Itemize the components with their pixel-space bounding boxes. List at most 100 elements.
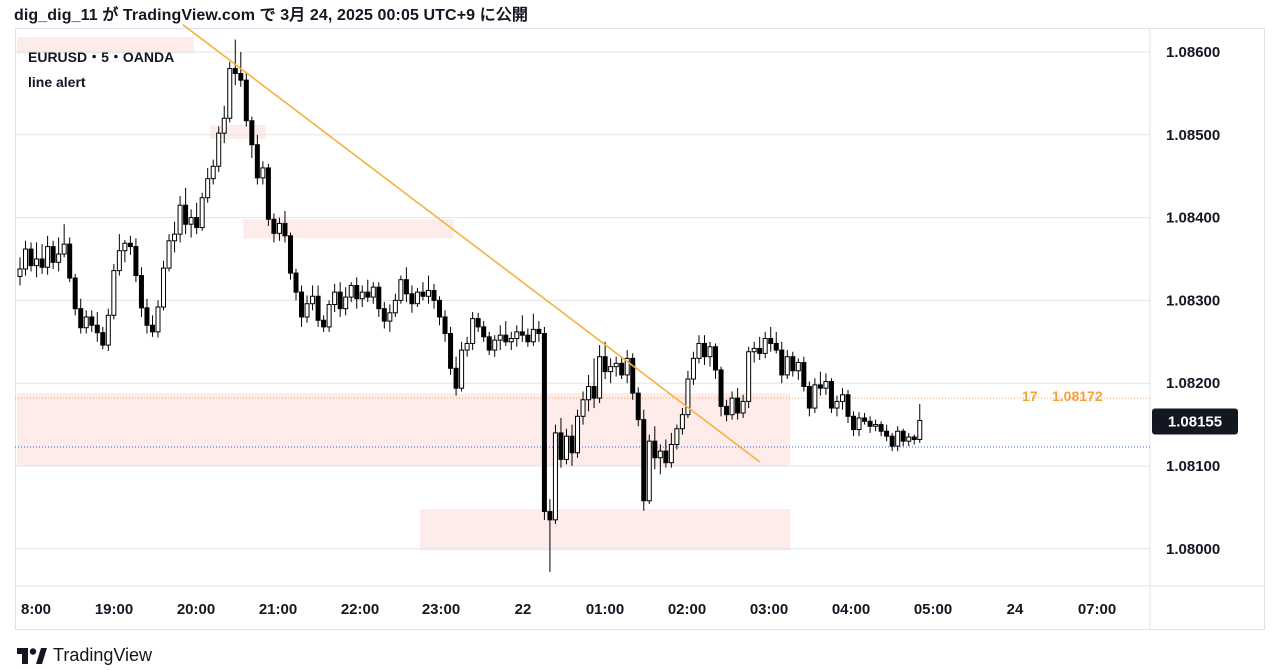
candle-body-up bbox=[188, 217, 194, 225]
tradingview-footer[interactable]: TradingView bbox=[17, 645, 152, 666]
candle bbox=[183, 187, 189, 235]
candle bbox=[409, 285, 415, 313]
candle bbox=[536, 321, 542, 342]
candle-body-down bbox=[337, 291, 343, 310]
y-tick-label: 1.08000 bbox=[1166, 541, 1220, 558]
candle bbox=[210, 159, 216, 185]
candle-body-down bbox=[94, 324, 100, 334]
candle bbox=[39, 244, 45, 274]
candle-body-down bbox=[299, 291, 305, 318]
candle-body-up bbox=[895, 430, 901, 447]
candle-body-down bbox=[365, 291, 371, 298]
candle bbox=[497, 325, 503, 351]
candle-body-down bbox=[72, 277, 78, 310]
candle bbox=[779, 341, 785, 384]
candle bbox=[514, 325, 520, 347]
candle-body-up bbox=[155, 306, 161, 333]
candle-body-down bbox=[249, 120, 255, 146]
candle bbox=[227, 61, 233, 123]
trendline[interactable] bbox=[182, 24, 761, 463]
candle-body-down bbox=[144, 307, 150, 326]
candle bbox=[685, 370, 691, 418]
candle-body-up bbox=[398, 279, 404, 301]
candle-body-up bbox=[795, 362, 801, 372]
candle bbox=[299, 285, 305, 327]
candle-body-up bbox=[762, 337, 768, 354]
candle-body-up bbox=[470, 318, 476, 344]
x-tick-label: 19:00 bbox=[95, 601, 133, 618]
candle-body-up bbox=[508, 337, 514, 343]
candle-body-down bbox=[851, 415, 857, 431]
candle bbox=[608, 358, 614, 384]
candle-body-up bbox=[83, 316, 89, 329]
candle bbox=[326, 300, 332, 332]
candle bbox=[757, 336, 763, 361]
candle-body-up bbox=[205, 178, 211, 199]
candle-body-down bbox=[354, 284, 360, 300]
brand-name: TradingView bbox=[53, 645, 153, 665]
symbol-info[interactable]: EURUSD・5・OANDA bbox=[28, 49, 175, 65]
candle bbox=[56, 237, 62, 272]
candle bbox=[166, 234, 172, 272]
candle-body-up bbox=[34, 258, 40, 267]
candle bbox=[690, 351, 696, 385]
candle bbox=[127, 235, 133, 255]
candle bbox=[619, 358, 625, 380]
candle-body-up bbox=[679, 414, 685, 430]
alert-name: line alert bbox=[28, 74, 86, 90]
candle-body-down bbox=[376, 286, 382, 310]
candle-body-down bbox=[735, 397, 741, 414]
candles bbox=[17, 39, 923, 572]
candle bbox=[481, 321, 487, 342]
candle bbox=[701, 335, 707, 365]
candle-body-down bbox=[133, 246, 139, 277]
candle-body-up bbox=[116, 250, 122, 272]
candle bbox=[834, 395, 840, 417]
candle bbox=[23, 240, 29, 276]
candle bbox=[812, 378, 818, 414]
candle-body-down bbox=[78, 308, 84, 329]
candle-body-up bbox=[276, 222, 282, 234]
candle-body-down bbox=[867, 420, 873, 427]
candle bbox=[453, 356, 459, 396]
candle bbox=[194, 202, 200, 235]
candle bbox=[591, 358, 597, 409]
candle-body-down bbox=[602, 356, 608, 373]
candle bbox=[547, 499, 553, 572]
candle-body-down bbox=[409, 293, 415, 305]
candle-body-down bbox=[718, 369, 724, 407]
price-axis: 1.08600 1.08500 1.08400 1.08300 1.08200 1.081… bbox=[1166, 44, 1220, 558]
candle bbox=[177, 196, 183, 243]
candle bbox=[199, 192, 205, 231]
candle bbox=[724, 399, 730, 422]
candle bbox=[100, 326, 106, 350]
candle bbox=[889, 432, 895, 452]
candle bbox=[668, 432, 674, 468]
candle-body-down bbox=[768, 337, 774, 344]
candle-body-up bbox=[17, 268, 23, 277]
candle-body-up bbox=[310, 295, 316, 305]
candle bbox=[707, 341, 713, 367]
candle bbox=[359, 285, 365, 308]
chart-frame[interactable] bbox=[15, 28, 1265, 630]
candle bbox=[293, 268, 299, 301]
zone-4 bbox=[419, 509, 791, 551]
candle-body-up bbox=[45, 246, 51, 268]
candle-body-down bbox=[713, 346, 719, 371]
candle-body-up bbox=[873, 424, 879, 427]
candle-body-down bbox=[536, 328, 542, 335]
candle bbox=[503, 321, 509, 346]
candle bbox=[287, 232, 293, 280]
candle-body-up bbox=[221, 117, 227, 134]
candle-body-down bbox=[254, 144, 260, 179]
candle-body-up bbox=[552, 432, 558, 521]
candle-body-down bbox=[828, 381, 834, 409]
price-labels: 17 1.08172 1.08155 bbox=[1022, 388, 1238, 435]
candle-body-up bbox=[111, 270, 117, 316]
candle-body-up bbox=[530, 328, 536, 343]
candle-body-up bbox=[105, 314, 111, 346]
candle-body-up bbox=[575, 415, 581, 454]
candle bbox=[271, 213, 277, 243]
candle bbox=[911, 434, 917, 445]
